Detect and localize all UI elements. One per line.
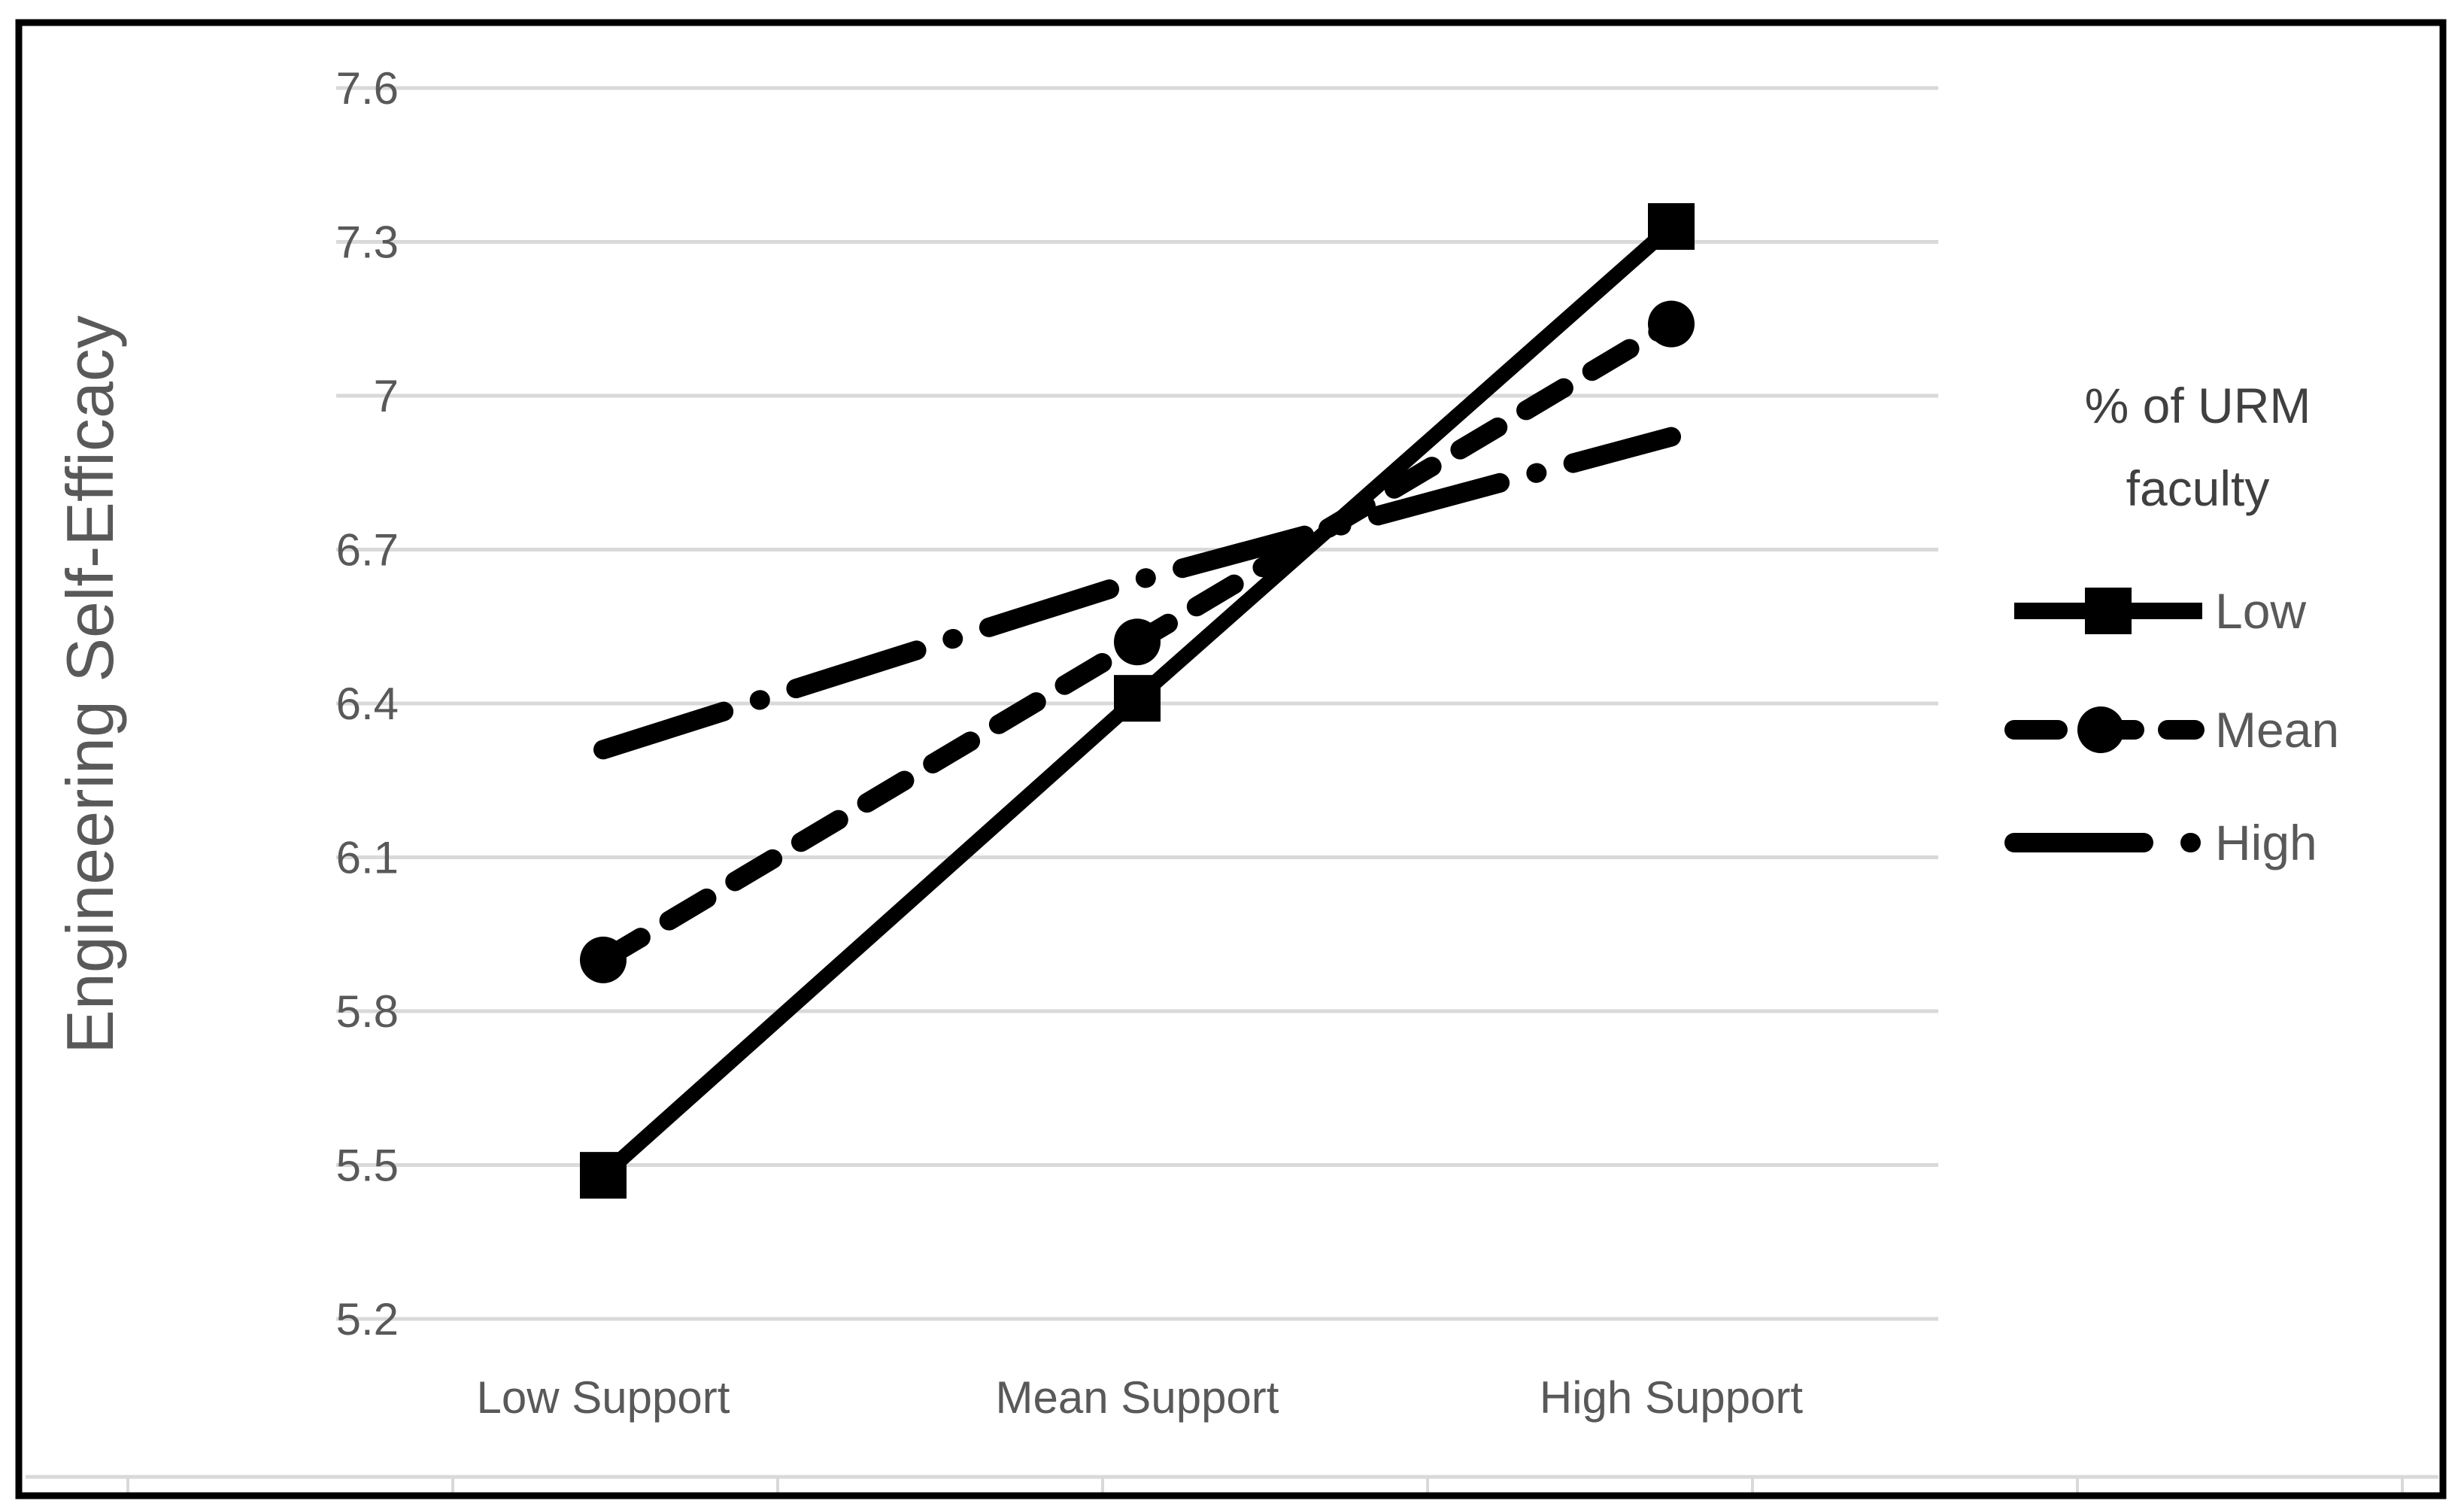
marker-circle-mean (580, 936, 627, 983)
marker-square-low (1114, 675, 1161, 722)
marker-circle-mean (1648, 300, 1695, 348)
legend-label-mean: Mean (2215, 702, 2339, 758)
y-tick-label: 6.7 (336, 525, 399, 576)
x-axis-label: High Support (1540, 1372, 1804, 1423)
marker-square-low (580, 1152, 627, 1199)
legend-label-high: High (2215, 815, 2317, 870)
legend-title-line2: faculty (2126, 460, 2270, 516)
y-tick-label: 5.8 (336, 986, 399, 1037)
series-line-high (593, 427, 1681, 760)
y-tick-label: 7.3 (336, 217, 399, 268)
y-tick-label: 7.6 (336, 63, 399, 114)
legend-sample-low-marker (2085, 588, 2132, 634)
y-tick-label: 7 (374, 371, 399, 421)
y-tick-label: 6.4 (336, 679, 399, 729)
legend-title-line1: % of URM (2085, 378, 2311, 433)
y-tick-label: 6.1 (336, 833, 399, 883)
marker-circle-mean (1114, 618, 1161, 666)
y-tick-label: 5.2 (336, 1294, 399, 1344)
legend-label-low: Low (2215, 583, 2306, 639)
x-axis-label: Mean Support (996, 1372, 1279, 1423)
y-tick-label: 5.5 (336, 1141, 399, 1191)
y-axis-title: Engineering Self-Efficacy (53, 315, 127, 1054)
marker-square-low (1648, 203, 1695, 251)
figure-border (15, 19, 2447, 1499)
legend-sample-mean-marker (2077, 706, 2124, 753)
x-axis-label: Low Support (477, 1372, 730, 1423)
